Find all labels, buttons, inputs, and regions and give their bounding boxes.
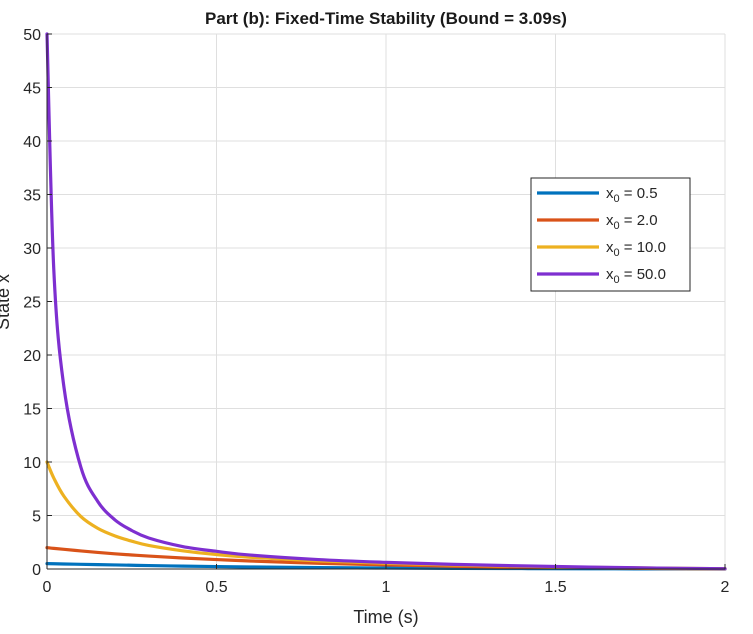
legend-label-0: x0 = 0.5	[606, 185, 658, 205]
legend-label-3: x0 = 50.0	[606, 266, 666, 286]
y-tick-label: 40	[23, 134, 41, 151]
y-tick-label: 0	[32, 562, 41, 579]
y-axis-label: State x	[0, 274, 13, 330]
x-tick-label: 0.5	[205, 579, 227, 596]
y-tick-label: 35	[23, 188, 41, 205]
series-line-3	[45, 32, 727, 571]
x-tick-label: 0	[43, 579, 52, 596]
y-tick-label: 5	[32, 509, 41, 526]
legend-box	[530, 177, 691, 292]
legend: x0 = 0.5 x0 = 2.0 x0 = 10.0 x0 = 50.0	[530, 177, 691, 292]
y-tick-label: 20	[23, 348, 41, 365]
y-tick-label: 45	[23, 81, 41, 98]
x-tick-label: 1	[382, 579, 391, 596]
y-tick-label: 15	[23, 402, 41, 419]
y-tick-label: 25	[23, 295, 41, 312]
legend-label-1: x0 = 2.0	[606, 212, 658, 232]
chart-title: Part (b): Fixed-Time Stability (Bound = …	[205, 9, 567, 28]
y-tick-label: 50	[23, 27, 41, 44]
x-tick-label: 1.5	[544, 579, 566, 596]
legend-label-2: x0 = 10.0	[606, 239, 666, 259]
y-tick-label: 30	[23, 241, 41, 258]
x-axis-label: Time (s)	[353, 607, 418, 627]
x-tick-label: 2	[721, 579, 730, 596]
y-tick-label: 10	[23, 455, 41, 472]
